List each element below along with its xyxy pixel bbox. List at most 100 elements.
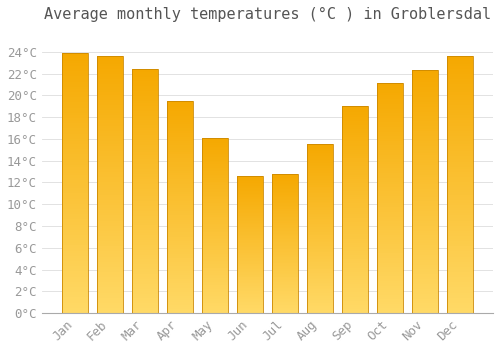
Bar	[308, 249, 332, 251]
Bar	[238, 294, 262, 295]
Bar	[412, 216, 438, 218]
Bar	[98, 131, 122, 133]
Bar	[272, 196, 297, 197]
Bar	[168, 171, 192, 173]
Bar	[272, 210, 297, 211]
Bar	[378, 288, 402, 290]
Bar	[412, 265, 438, 267]
Bar	[202, 213, 228, 215]
Bar	[168, 294, 192, 296]
Bar	[62, 66, 88, 69]
Bar	[62, 84, 88, 87]
Bar	[412, 238, 438, 240]
Bar	[168, 292, 192, 294]
Bar	[238, 242, 262, 243]
Bar	[238, 248, 262, 250]
Bar	[378, 212, 402, 214]
Bar	[202, 210, 228, 211]
Bar	[308, 176, 332, 178]
Bar	[342, 137, 367, 139]
Bar	[98, 133, 122, 136]
Bar	[62, 149, 88, 152]
Bar	[238, 275, 262, 276]
Bar	[412, 279, 438, 281]
Bar	[342, 276, 367, 278]
Bar	[238, 205, 262, 206]
Bar	[132, 181, 158, 184]
Bar	[412, 146, 438, 148]
Bar	[98, 231, 122, 233]
Bar	[98, 197, 122, 200]
Bar	[308, 229, 332, 230]
Bar	[308, 187, 332, 188]
Bar	[342, 166, 367, 168]
Bar	[202, 224, 228, 225]
Bar	[412, 102, 438, 104]
Bar	[168, 133, 192, 135]
Bar	[98, 210, 122, 213]
Bar	[308, 209, 332, 210]
Bar	[238, 201, 262, 202]
Bar	[98, 310, 122, 313]
Bar	[132, 157, 158, 160]
Bar	[342, 110, 367, 112]
Bar	[132, 179, 158, 181]
Bar	[342, 257, 367, 259]
Bar	[342, 189, 367, 191]
Bar	[378, 90, 402, 93]
Bar	[412, 301, 438, 303]
Bar	[238, 202, 262, 203]
Bar	[238, 298, 262, 299]
Bar	[308, 180, 332, 182]
Bar	[238, 297, 262, 298]
Bar	[378, 240, 402, 242]
Bar	[378, 104, 402, 106]
Bar	[378, 290, 402, 292]
Bar	[132, 69, 158, 313]
Bar	[448, 103, 472, 105]
Bar	[132, 225, 158, 228]
Bar	[378, 191, 402, 194]
Bar	[378, 311, 402, 313]
Bar	[342, 270, 367, 272]
Bar	[378, 242, 402, 244]
Bar	[132, 91, 158, 94]
Bar	[98, 118, 122, 120]
Bar	[378, 99, 402, 102]
Bar	[238, 193, 262, 194]
Bar	[238, 309, 262, 310]
Bar	[98, 216, 122, 218]
Bar	[168, 182, 192, 184]
Bar	[168, 167, 192, 169]
Bar	[342, 164, 367, 166]
Bar	[272, 241, 297, 242]
Bar	[342, 237, 367, 239]
Bar	[238, 290, 262, 291]
Bar	[272, 202, 297, 203]
Bar	[378, 198, 402, 201]
Bar	[272, 264, 297, 266]
Bar	[98, 100, 122, 103]
Bar	[238, 279, 262, 280]
Bar	[412, 308, 438, 311]
Bar	[342, 222, 367, 224]
Bar	[412, 250, 438, 252]
Bar	[272, 287, 297, 288]
Bar	[448, 267, 472, 270]
Bar	[62, 118, 88, 120]
Bar	[132, 138, 158, 140]
Bar	[448, 203, 472, 205]
Bar	[412, 175, 438, 177]
Bar	[378, 208, 402, 210]
Bar	[202, 276, 228, 278]
Bar	[308, 173, 332, 175]
Bar	[308, 200, 332, 202]
Bar	[132, 152, 158, 155]
Bar	[62, 144, 88, 147]
Bar	[412, 124, 438, 126]
Bar	[448, 100, 472, 103]
Bar	[132, 291, 158, 294]
Bar	[202, 262, 228, 264]
Bar	[378, 226, 402, 228]
Bar	[238, 308, 262, 309]
